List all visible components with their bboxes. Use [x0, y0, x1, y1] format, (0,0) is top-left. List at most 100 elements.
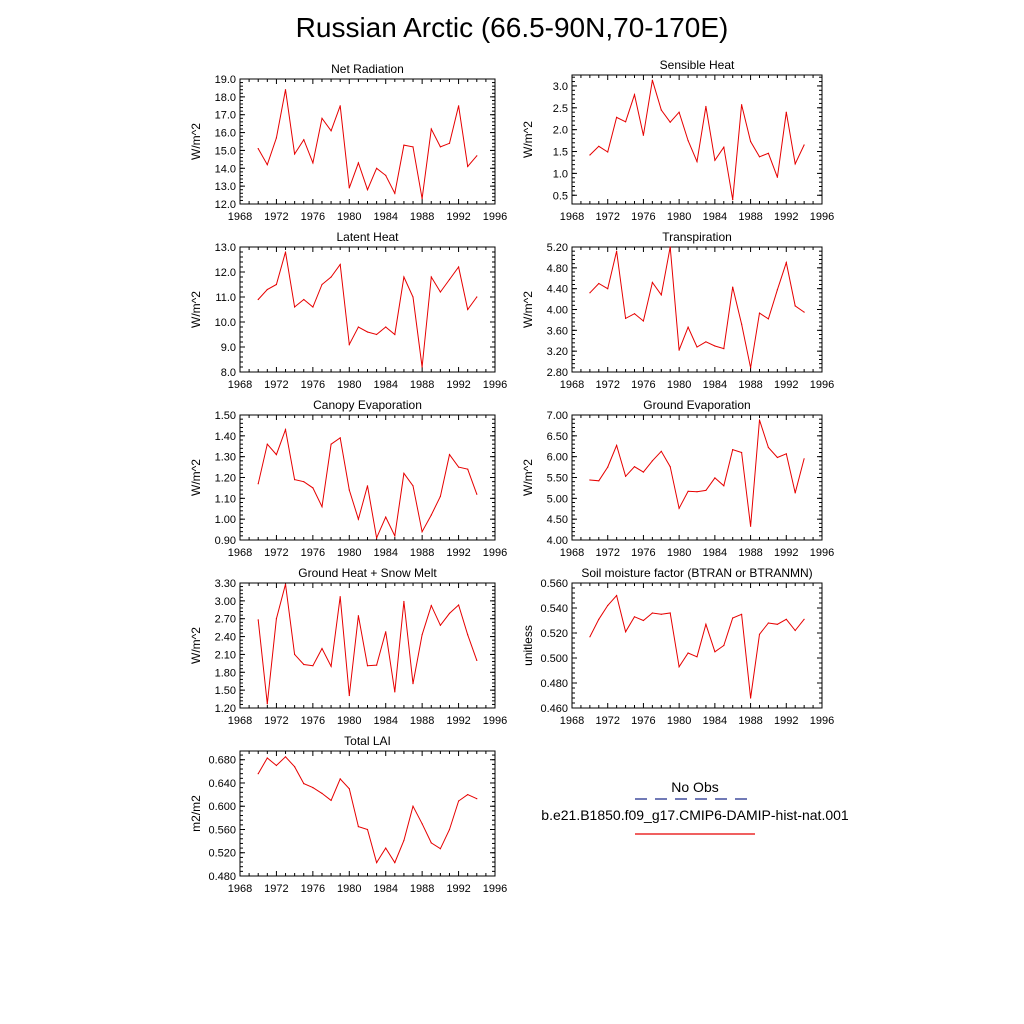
data-point	[257, 773, 259, 775]
data-point	[385, 174, 387, 176]
data-point	[458, 466, 460, 468]
data-point	[357, 162, 359, 164]
data-point	[732, 617, 734, 619]
x-tick-label: 1988	[410, 715, 434, 727]
data-point	[625, 631, 627, 633]
y-tick-label: 9.0	[221, 342, 236, 354]
data-point	[785, 618, 787, 620]
y-tick-label: 0.90	[215, 535, 236, 547]
data-point	[257, 298, 259, 301]
data-point	[458, 266, 460, 268]
data-point	[476, 155, 478, 157]
data-point	[669, 612, 671, 614]
data-point	[750, 697, 752, 699]
data-point	[284, 429, 287, 431]
x-tick-label: 1968	[228, 547, 252, 559]
data-point	[696, 656, 698, 658]
x-tick-label: 1984	[703, 715, 727, 727]
data-point	[448, 278, 451, 281]
y-tick-label: 3.30	[215, 578, 236, 590]
data-point	[651, 612, 654, 614]
data-point	[421, 366, 423, 368]
y-tick-label: 1.80	[215, 667, 236, 679]
x-tick-label: 1996	[483, 715, 507, 727]
x-tick-label: 1968	[560, 211, 584, 223]
x-tick-label: 1972	[264, 547, 288, 559]
data-point	[284, 583, 287, 585]
data-point	[303, 783, 305, 785]
chart-panel-3: Latent Heat W/m^2 1968 1972 1976 1980 1984 1988…	[189, 230, 507, 391]
data-point	[714, 159, 716, 161]
y-axis-label: W/m^2	[189, 291, 203, 328]
y-axis-label: W/m^2	[521, 291, 535, 328]
plot-frame	[571, 582, 823, 709]
data-point	[266, 443, 268, 445]
data-point	[312, 665, 314, 667]
data-point	[598, 145, 600, 147]
y-tick-label: 0.460	[540, 703, 568, 715]
data-point	[785, 262, 787, 264]
data-point	[448, 142, 451, 144]
data-point	[403, 276, 405, 278]
data-point	[607, 151, 609, 153]
series-line	[589, 80, 805, 200]
x-tick-label: 1988	[410, 547, 434, 559]
data-point	[439, 848, 441, 850]
y-tick-label: 1.40	[215, 431, 236, 443]
data-point	[339, 105, 341, 107]
data-point	[403, 600, 405, 603]
data-point	[275, 454, 277, 456]
x-tick-label: 1972	[264, 883, 288, 895]
data-point	[394, 333, 396, 336]
y-tick-label: 1.10	[215, 493, 236, 505]
data-point	[421, 634, 423, 636]
data-point	[357, 326, 359, 328]
data-point	[714, 477, 716, 479]
data-point	[642, 619, 645, 622]
x-tick-label: 1972	[264, 715, 288, 727]
data-point	[467, 308, 469, 311]
series-line	[257, 251, 478, 368]
x-tick-label: 1996	[810, 715, 834, 727]
data-point	[348, 489, 350, 491]
data-point	[678, 111, 680, 113]
data-point	[750, 367, 752, 369]
y-tick-label: 14.0	[215, 163, 236, 175]
y-tick-label: 1.50	[215, 410, 236, 422]
data-point	[403, 144, 405, 146]
panel-title: Ground Heat + Snow Melt	[298, 566, 437, 580]
data-point	[633, 616, 636, 618]
panel-title: Sensible Heat	[660, 58, 735, 72]
data-point	[642, 134, 645, 136]
data-point	[714, 345, 716, 347]
y-tick-label: 0.560	[208, 824, 236, 836]
data-point	[776, 176, 779, 178]
y-tick-label: 11.0	[215, 292, 236, 304]
data-point	[607, 288, 609, 290]
y-tick-label: 2.0	[553, 125, 568, 137]
data-point	[275, 618, 277, 620]
data-point	[616, 594, 618, 597]
x-tick-label: 1988	[738, 211, 762, 223]
data-point	[394, 691, 396, 693]
data-point	[467, 468, 469, 470]
panel-title: Ground Evaporation	[643, 398, 750, 412]
data-point	[339, 596, 341, 598]
x-tick-label: 1976	[301, 379, 325, 391]
y-tick-label: 15.0	[215, 145, 236, 157]
data-point	[723, 348, 725, 350]
y-tick-label: 0.480	[540, 678, 568, 690]
data-point	[303, 481, 305, 483]
y-tick-label: 3.0	[553, 81, 568, 93]
data-point	[625, 317, 627, 319]
y-axis-label: W/m^2	[189, 123, 203, 160]
data-point	[714, 651, 716, 653]
data-point	[687, 326, 689, 328]
data-point	[598, 618, 600, 620]
y-tick-label: 4.50	[547, 514, 568, 526]
x-tick-label: 1976	[301, 715, 325, 727]
data-point	[705, 341, 707, 343]
panel-title: Canopy Evaporation	[313, 398, 422, 412]
data-point	[660, 294, 662, 296]
y-tick-label: 17.0	[215, 110, 236, 122]
